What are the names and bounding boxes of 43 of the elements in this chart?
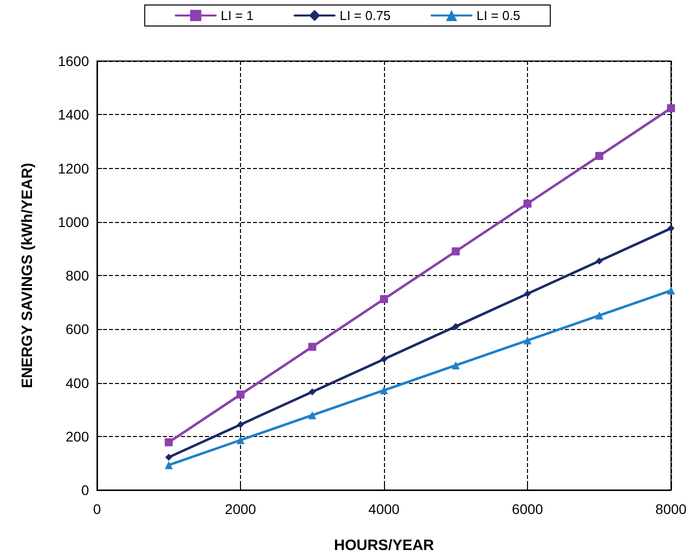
point	[164, 461, 173, 470]
point	[452, 247, 460, 256]
point	[165, 454, 172, 461]
point	[380, 356, 388, 363]
x-tick-label: 6000	[512, 501, 544, 517]
point	[380, 295, 388, 304]
point	[308, 411, 316, 420]
point	[667, 104, 675, 112]
point	[380, 386, 388, 394]
point	[668, 224, 674, 232]
y-tick-label: 1000	[58, 214, 90, 230]
legend-label: LI = 1	[220, 8, 254, 23]
point	[237, 421, 244, 428]
legend-label: LI = 0.5	[476, 8, 520, 23]
y-tick-label: 1600	[58, 53, 90, 69]
y-tick-label: 1400	[58, 106, 90, 123]
x-tick-label: 8000	[655, 501, 687, 517]
y-axis-title: ENERGY SAVINGS (kWh/YEAR)	[19, 162, 36, 388]
y-tick-label: 800	[66, 268, 90, 284]
point	[308, 388, 316, 396]
point	[596, 258, 603, 265]
point	[524, 200, 532, 208]
point	[595, 311, 604, 320]
legend-label: LI = 0.75	[340, 8, 391, 23]
point	[595, 152, 604, 160]
point	[524, 336, 532, 344]
point	[236, 390, 244, 399]
point	[164, 438, 173, 446]
point	[308, 342, 316, 351]
y-tick-label: 600	[66, 321, 90, 338]
x-axis-title: HOURS/YEAR	[334, 537, 434, 554]
y-tick-label: 200	[66, 428, 90, 444]
x-tick-label: 0	[93, 501, 102, 517]
x-tick-label: 2000	[224, 501, 256, 517]
point	[667, 286, 675, 295]
y-tick-label: 1200	[58, 160, 90, 176]
y-tick-label: 400	[66, 374, 90, 391]
point	[452, 361, 460, 370]
y-tick-label: 0	[81, 482, 90, 498]
x-tick-label: 4000	[368, 501, 400, 517]
point	[236, 436, 244, 444]
point	[524, 290, 531, 298]
point	[452, 322, 460, 330]
